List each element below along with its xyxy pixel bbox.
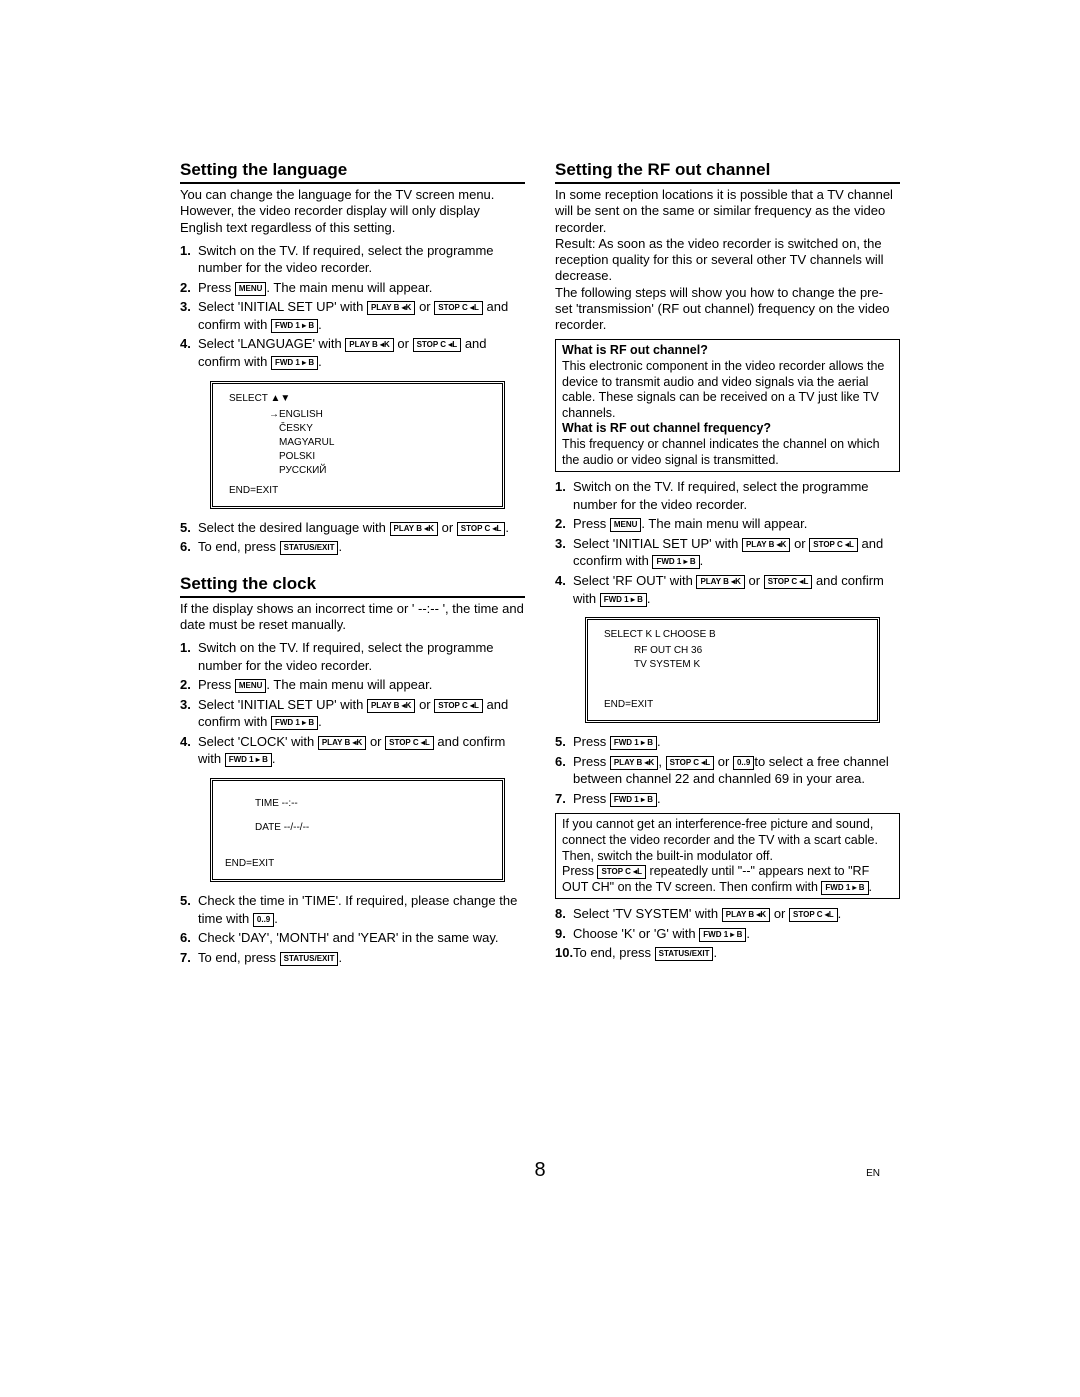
step-2: 2.Press MENU. The main menu will appear. [180, 676, 525, 694]
osd-time: TIME --:-- [255, 797, 490, 811]
right-column: Setting the RF out channel In some recep… [555, 160, 900, 968]
section-language: Setting the language You can change the … [180, 160, 525, 556]
step-8: 8.Select 'TV SYSTEM' with PLAY B ◂K or S… [555, 905, 900, 923]
osd-date: DATE --/--/-- [255, 821, 490, 835]
step-7: 7.To end, press STATUS/EXIT. [180, 949, 525, 967]
fwd-key: FWD 1 ▸ B [225, 753, 272, 767]
play-key: PLAY B ◂K [345, 338, 393, 352]
status-exit-key: STATUS/EXIT [280, 541, 339, 555]
step-1: 1.Switch on the TV. If required, select … [180, 242, 525, 277]
fwd-key: FWD 1 ▸ B [610, 793, 657, 807]
menu-key: MENU [610, 518, 642, 532]
play-key: PLAY B ◂K [722, 908, 770, 922]
step-2: 2.Press MENU. The main menu will appear. [555, 515, 900, 533]
step-6: 6.Press PLAY B ◂K, STOP C ◂L or 0..9to s… [555, 753, 900, 788]
stop-key: STOP C ◂L [434, 699, 483, 713]
fwd-key: FWD 1 ▸ B [600, 593, 647, 607]
step-4: 4.Select 'CLOCK' with PLAY B ◂K or STOP … [180, 733, 525, 768]
osd-language: SELECT ▲▼ →ENGLISH ČESKY MAGYARUL POLSKI… [210, 381, 505, 509]
play-key: PLAY B ◂K [390, 522, 438, 536]
step-1: 1.Switch on the TV. If required, select … [555, 478, 900, 513]
step-4: 4.Select 'RF OUT' with PLAY B ◂K or STOP… [555, 572, 900, 607]
osd-footer: END=EXIT [229, 480, 490, 498]
intro-text: You can change the language for the TV s… [180, 187, 525, 236]
stop-key: STOP C ◂L [789, 908, 838, 922]
step-3: 3.Select 'INITIAL SET UP' with PLAY B ◂K… [180, 298, 525, 333]
section-clock: Setting the clock If the display shows a… [180, 574, 525, 967]
section-title: Setting the RF out channel [555, 160, 900, 184]
stop-key: STOP C ◂L [666, 756, 715, 770]
box-text-2: Press STOP C ◂L repeatedly until "--" ap… [562, 864, 893, 895]
section-title: Setting the language [180, 160, 525, 184]
page-number: 8 [0, 1159, 1080, 1182]
digits-key: 0..9 [253, 913, 274, 927]
osd-rfout: SELECT K L CHOOSE B RF OUT CH 36 TV SYST… [585, 617, 880, 723]
footer-language: EN [866, 1168, 880, 1179]
step-5: 5.Press FWD 1 ▸ B. [555, 733, 900, 751]
fwd-key: FWD 1 ▸ B [821, 881, 868, 895]
step-9: 9.Choose 'K' or 'G' with FWD 1 ▸ B. [555, 925, 900, 943]
fwd-key: FWD 1 ▸ B [271, 356, 318, 370]
step-7: 7.Press FWD 1 ▸ B. [555, 790, 900, 808]
digits-key: 0..9 [733, 756, 754, 770]
fwd-key: FWD 1 ▸ B [610, 736, 657, 750]
osd-lines: RF OUT CH 36 TV SYSTEM K [604, 642, 865, 674]
stop-key: STOP C ◂L [385, 736, 434, 750]
stop-key: STOP C ◂L [764, 575, 813, 589]
play-key: PLAY B ◂K [742, 538, 790, 552]
section-rfout: Setting the RF out channel In some recep… [555, 160, 900, 962]
info-box-rfout: What is RF out channel? This electronic … [555, 339, 900, 472]
intro-text: In some reception locations it is possib… [555, 187, 900, 333]
step-3: 3.Select 'INITIAL SET UP' with PLAY B ◂K… [555, 535, 900, 570]
step-4: 4.Select 'LANGUAGE' with PLAY B ◂K or ST… [180, 335, 525, 370]
osd-footer: END=EXIT [225, 843, 490, 871]
left-column: Setting the language You can change the … [180, 160, 525, 968]
box-title-2: What is RF out channel frequency? [562, 421, 893, 437]
menu-key: MENU [235, 679, 267, 693]
play-key: PLAY B ◂K [318, 736, 366, 750]
fwd-key: FWD 1 ▸ B [271, 319, 318, 333]
osd-options: →ENGLISH ČESKY MAGYARUL POLSKI РУССКИЙ [229, 406, 490, 480]
osd-clock: TIME --:-- DATE --/--/-- END=EXIT [210, 778, 505, 882]
play-key: PLAY B ◂K [367, 699, 415, 713]
fwd-key: FWD 1 ▸ B [652, 555, 699, 569]
step-2: 2.Press MENU. The main menu will appear. [180, 279, 525, 297]
play-key: PLAY B ◂K [367, 301, 415, 315]
fwd-key: FWD 1 ▸ B [699, 928, 746, 942]
status-exit-key: STATUS/EXIT [280, 952, 339, 966]
box-text-1: This electronic component in the video r… [562, 359, 893, 422]
step-5: 5.Select the desired language with PLAY … [180, 519, 525, 537]
step-10: 10.To end, press STATUS/EXIT. [555, 944, 900, 962]
status-exit-key: STATUS/EXIT [655, 947, 714, 961]
play-key: PLAY B ◂K [696, 575, 744, 589]
fwd-key: FWD 1 ▸ B [271, 716, 318, 730]
osd-header: SELECT K L CHOOSE B [604, 628, 865, 642]
stop-key: STOP C ◂L [597, 865, 646, 879]
step-3: 3.Select 'INITIAL SET UP' with PLAY B ◂K… [180, 696, 525, 731]
osd-footer: END=EXIT [604, 674, 865, 712]
box-text: If you cannot get an interference-free p… [562, 817, 893, 864]
page-content: Setting the language You can change the … [180, 160, 900, 968]
osd-header: SELECT ▲▼ [229, 392, 490, 406]
menu-key: MENU [235, 282, 267, 296]
step-6: 6.To end, press STATUS/EXIT. [180, 538, 525, 556]
stop-key: STOP C ◂L [457, 522, 506, 536]
intro-text: If the display shows an incorrect time o… [180, 601, 525, 634]
box-title-1: What is RF out channel? [562, 343, 893, 359]
page-footer: 8 EN [0, 1159, 1080, 1182]
box-text-2: This frequency or channel indicates the … [562, 437, 893, 468]
step-1: 1.Switch on the TV. If required, select … [180, 639, 525, 674]
section-title: Setting the clock [180, 574, 525, 598]
info-box-interference: If you cannot get an interference-free p… [555, 813, 900, 899]
stop-key: STOP C ◂L [413, 338, 462, 352]
step-6: 6.Check 'DAY', 'MONTH' and 'YEAR' in the… [180, 929, 525, 947]
stop-key: STOP C ◂L [809, 538, 858, 552]
play-key: PLAY B ◂K [610, 756, 658, 770]
stop-key: STOP C ◂L [434, 301, 483, 315]
step-5: 5.Check the time in 'TIME'. If required,… [180, 892, 525, 927]
